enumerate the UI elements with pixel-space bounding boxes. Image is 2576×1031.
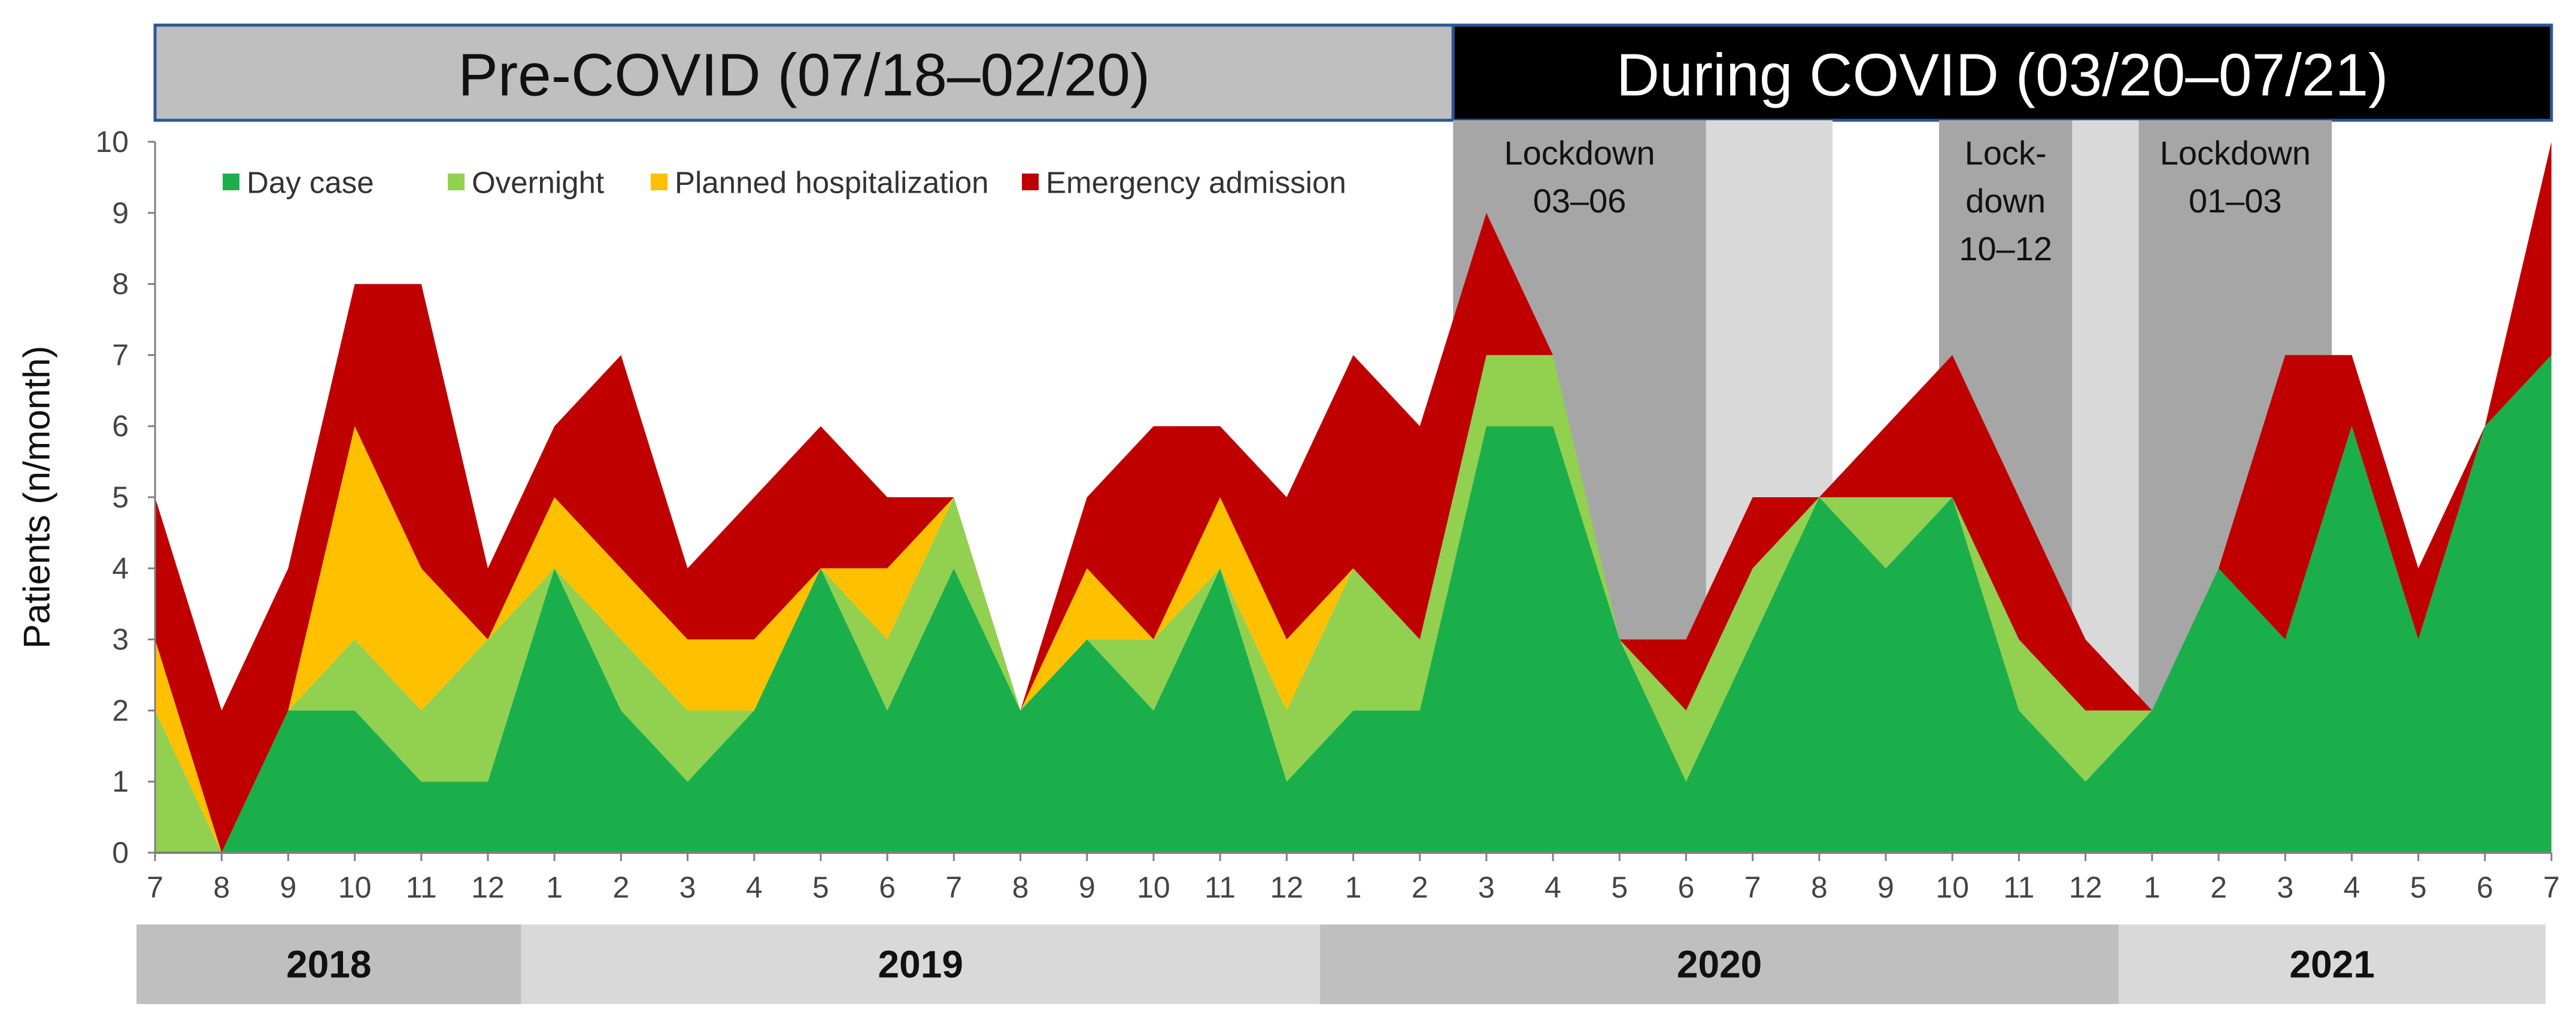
x-tick-label: 8	[1012, 871, 1029, 904]
banner-during-covid	[1451, 23, 2553, 122]
y-tick-label: 6	[112, 409, 129, 443]
legend-swatch	[223, 174, 239, 190]
x-tick-label: 10	[1137, 871, 1170, 904]
banner-pre-covid	[153, 23, 1455, 122]
series-area-overnight	[155, 355, 2551, 853]
x-tick-label: 12	[2069, 871, 2102, 904]
x-tick-label: 4	[2344, 871, 2360, 904]
x-tick-label: 7	[1744, 871, 1761, 904]
x-tick-label: 6	[2477, 871, 2493, 904]
x-tick-label: 9	[1079, 871, 1096, 904]
lockdown-label: 01–03	[2189, 182, 2282, 220]
x-tick-label: 6	[879, 871, 896, 904]
x-tick-label: 3	[1478, 871, 1495, 904]
x-tick-label: 2	[1412, 871, 1428, 904]
legend: Day case Overnight Planned hospitalization…	[223, 166, 1346, 200]
y-tick-label: 5	[112, 480, 129, 514]
stacked-areas	[155, 142, 2551, 853]
year-label: 2021	[2289, 943, 2374, 986]
x-tick-label: 3	[2277, 871, 2293, 904]
x-tick-label: 12	[1270, 871, 1303, 904]
legend-label: Emergency admission	[1046, 166, 1346, 200]
lockdown-label: 03–06	[1533, 182, 1627, 220]
lockdown-labels: Lockdown 03–06 Lock-down 10–12 Lockdown 01–03	[1504, 134, 2310, 267]
legend-label: Planned hospitalization	[675, 166, 989, 200]
x-tick-label: 1	[546, 871, 563, 904]
series-area-emergency-admission	[155, 142, 2551, 853]
y-tick-label: 0	[112, 836, 129, 869]
y-tick-label: 10	[95, 125, 129, 159]
banner-pre-covid-label: Pre-COVID (07/18–02/20)	[458, 42, 1150, 109]
y-tick-label: 2	[112, 694, 129, 727]
year-band	[136, 924, 521, 1004]
y-tick-label: 9	[112, 196, 129, 230]
x-tick-label: 4	[1545, 871, 1561, 904]
x-tick-label: 10	[1935, 871, 1969, 904]
x-tick-label: 2	[612, 871, 629, 904]
y-tick-label: 7	[112, 338, 129, 372]
x-tick-label: 1	[1345, 871, 1362, 904]
series-area-planned-hospitalization	[155, 355, 2551, 853]
x-tick-label: 11	[1204, 871, 1236, 904]
x-tick-label: 11	[2003, 871, 2034, 904]
x-tick-label: 7	[147, 871, 163, 904]
year-label: 2018	[286, 943, 371, 986]
x-tick-label: 6	[1678, 871, 1695, 904]
year-label: 2020	[1677, 943, 1762, 986]
lockdown-label: Lockdown	[1504, 134, 1655, 172]
x-tick-label: 5	[812, 871, 829, 904]
year-band	[1319, 924, 2119, 1004]
x-tick-label: 8	[213, 871, 230, 904]
lockdown-label: Lockdown	[2160, 134, 2311, 172]
x-tick-label: 1	[2144, 871, 2161, 904]
lockdown-label: down	[1965, 182, 2046, 220]
x-tick-label: 5	[1611, 871, 1628, 904]
x-tick-label: 8	[1811, 871, 1828, 904]
x-tick-label: 10	[338, 871, 372, 904]
x-tick-label: 7	[2543, 871, 2560, 904]
year-bar: 2018 2019 2020 2021	[136, 924, 2545, 1004]
x-tick-label: 11	[406, 871, 437, 904]
x-tick-label: 7	[945, 871, 962, 904]
lockdown-label: 10–12	[1959, 230, 2052, 267]
series-area-day-case	[155, 355, 2551, 853]
legend-label: Overnight	[472, 166, 604, 200]
banner-during-covid-label: During COVID (03/20–07/21)	[1616, 42, 2389, 109]
legend-swatch	[1022, 174, 1039, 190]
x-tick-label: 9	[280, 871, 296, 904]
y-tick-label: 8	[112, 267, 129, 301]
legend-label: Day case	[247, 166, 374, 200]
x-tick-label: 9	[1877, 871, 1894, 904]
x-tick-label: 4	[746, 871, 763, 904]
lockdown-label: Lock-	[1965, 134, 2047, 172]
legend-swatch	[448, 174, 465, 190]
y-tick-label: 3	[112, 623, 129, 656]
year-band	[2119, 924, 2545, 1004]
year-band	[521, 924, 1320, 1004]
y-tick-label: 4	[112, 552, 129, 585]
y-axis-title: Patients (n/month)	[17, 346, 58, 649]
x-tick-label: 2	[2210, 871, 2227, 904]
x-tick-label: 12	[471, 871, 505, 904]
x-tick-label: 5	[2410, 871, 2427, 904]
legend-swatch	[651, 174, 667, 190]
year-label: 2019	[878, 943, 963, 986]
x-tick-label: 3	[679, 871, 696, 904]
y-tick-label: 1	[112, 765, 129, 798]
period-banners: Pre-COVID (07/18–02/20) During COVID (03…	[153, 23, 2553, 122]
